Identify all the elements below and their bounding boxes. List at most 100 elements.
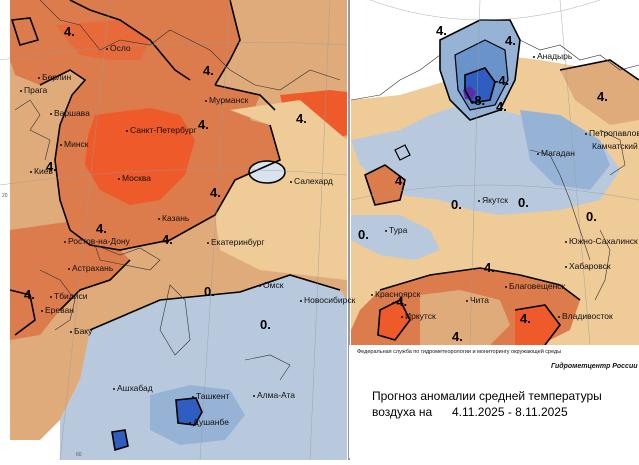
city-label: Камчатский <box>592 141 638 151</box>
isoline <box>39 69 87 231</box>
city-label: Мурманск <box>205 96 248 105</box>
city-label: Тбилиси <box>50 292 88 301</box>
graticule-label: 20 <box>2 193 8 199</box>
isoline-label: 0. <box>518 195 529 210</box>
isoline <box>89 274 341 331</box>
isoline <box>111 429 129 452</box>
city-label: Баку <box>70 327 92 336</box>
isoline-label: 4. <box>198 117 209 132</box>
anomaly-field-strong-warm <box>85 108 195 205</box>
anomaly-field-cool <box>60 275 347 460</box>
isoline-label: 4. <box>203 63 214 78</box>
isoline <box>10 17 40 46</box>
city-label: Якутск <box>478 196 508 205</box>
isoline-label: 4. <box>162 232 173 247</box>
city-label: Анадырь <box>533 52 572 61</box>
city-label: Берлин <box>38 73 71 82</box>
isoline-label: 4. <box>46 159 57 174</box>
city-label: Прага <box>20 86 47 95</box>
city-label: Благовещенск <box>505 282 565 291</box>
city-label: Осло <box>106 44 131 53</box>
isoline-label: -8. <box>470 93 486 108</box>
city-label: Новосибирск <box>300 296 355 305</box>
isoline <box>514 304 561 345</box>
isoline-label: 0. <box>358 227 369 242</box>
isoline <box>175 397 203 426</box>
city-label: Ереван <box>41 306 74 315</box>
isoline-label: 4. <box>296 111 307 126</box>
isoline-label: 4. <box>395 173 406 188</box>
city-label: Магадан <box>537 149 575 158</box>
isoline <box>214 84 276 111</box>
city-label: Владивосток <box>558 312 613 321</box>
isoline <box>464 67 496 104</box>
isoline <box>559 59 639 81</box>
city-label: Варшава <box>50 109 90 118</box>
isoline-label: 4. <box>24 287 35 302</box>
isoline-label: 4. <box>496 99 507 114</box>
city-label: Южно-Сахалинск <box>565 237 638 246</box>
city-label: Москва <box>118 174 151 183</box>
isoline-label: 0. <box>260 317 271 332</box>
anomaly-field-warm-sw <box>10 220 130 340</box>
city-label: Екатеринбург <box>207 238 264 247</box>
city-label: Чита <box>466 296 489 305</box>
city-label: Иркутск <box>401 312 436 321</box>
isoline-label: 4. <box>210 185 221 200</box>
isoline <box>377 298 411 341</box>
isoline-label: 4. <box>520 311 531 326</box>
city-label: Душанбе <box>189 418 229 427</box>
isoline <box>394 144 411 161</box>
city-label: Ростов-на-Дону <box>64 237 130 246</box>
isoline-label: 4. <box>436 23 447 38</box>
agency-name: Федеральная служба по гидрометеорологии … <box>357 349 562 355</box>
city-label: Киев <box>30 167 53 176</box>
anomaly-field-cool-w <box>351 215 440 260</box>
isoline <box>59 259 131 311</box>
isoline-label: 4. <box>597 89 608 104</box>
city-label: Хабаровск <box>565 262 611 271</box>
anomaly-spot-cool <box>249 161 285 183</box>
isoline <box>454 39 509 111</box>
anomaly-field-colder-2 <box>112 430 128 450</box>
isoline-label: -4. <box>494 73 510 88</box>
isoline <box>364 164 406 206</box>
isoline-label: 0. <box>586 209 597 224</box>
anomaly-field-colder <box>176 398 202 425</box>
city-label: Салехард <box>290 177 333 186</box>
city-label: Астрахань <box>68 264 113 273</box>
isoline-label: 0. <box>204 284 215 299</box>
city-label: Омск <box>259 281 283 290</box>
city-label: Алма-Ата <box>253 391 295 400</box>
anomaly-field-warm-e <box>560 60 639 125</box>
city-label: Минск <box>60 140 89 149</box>
city-label: Казань <box>158 214 189 223</box>
isoline-label: 4. <box>484 260 495 275</box>
city-label: Санкт-Петербург <box>126 126 197 135</box>
anomaly-field-cold-se <box>520 110 610 190</box>
isoline-label: 4. <box>64 24 75 39</box>
city-label: Петропавловск <box>585 129 639 138</box>
anomaly-field-neutral <box>215 100 347 280</box>
forecast-period: 4.11.2025 - 8.11.2025 <box>452 405 568 419</box>
isoline-label: 0. <box>451 197 462 212</box>
isoline-label: 4. <box>96 221 107 236</box>
caption-panel <box>349 345 637 458</box>
right-map <box>351 0 639 345</box>
city-label: Тура <box>385 226 407 235</box>
anomaly-field-extreme-cold <box>463 86 476 100</box>
isoline <box>69 0 191 81</box>
isoline <box>214 0 241 86</box>
city-label: Ташкент <box>192 392 230 401</box>
anomaly-field-strong-warm-n <box>55 20 150 60</box>
left-map <box>0 0 347 460</box>
anomaly-field-strong-warm-2 <box>515 305 560 345</box>
isoline-label: 4. <box>452 329 463 344</box>
forecast-title-line2: воздуха на <box>372 405 433 419</box>
isoline <box>248 160 286 184</box>
isoline-label: -4. <box>392 294 408 309</box>
graticule-label: 60 <box>76 452 82 458</box>
center-name: Гидрометцентр России <box>551 363 638 370</box>
